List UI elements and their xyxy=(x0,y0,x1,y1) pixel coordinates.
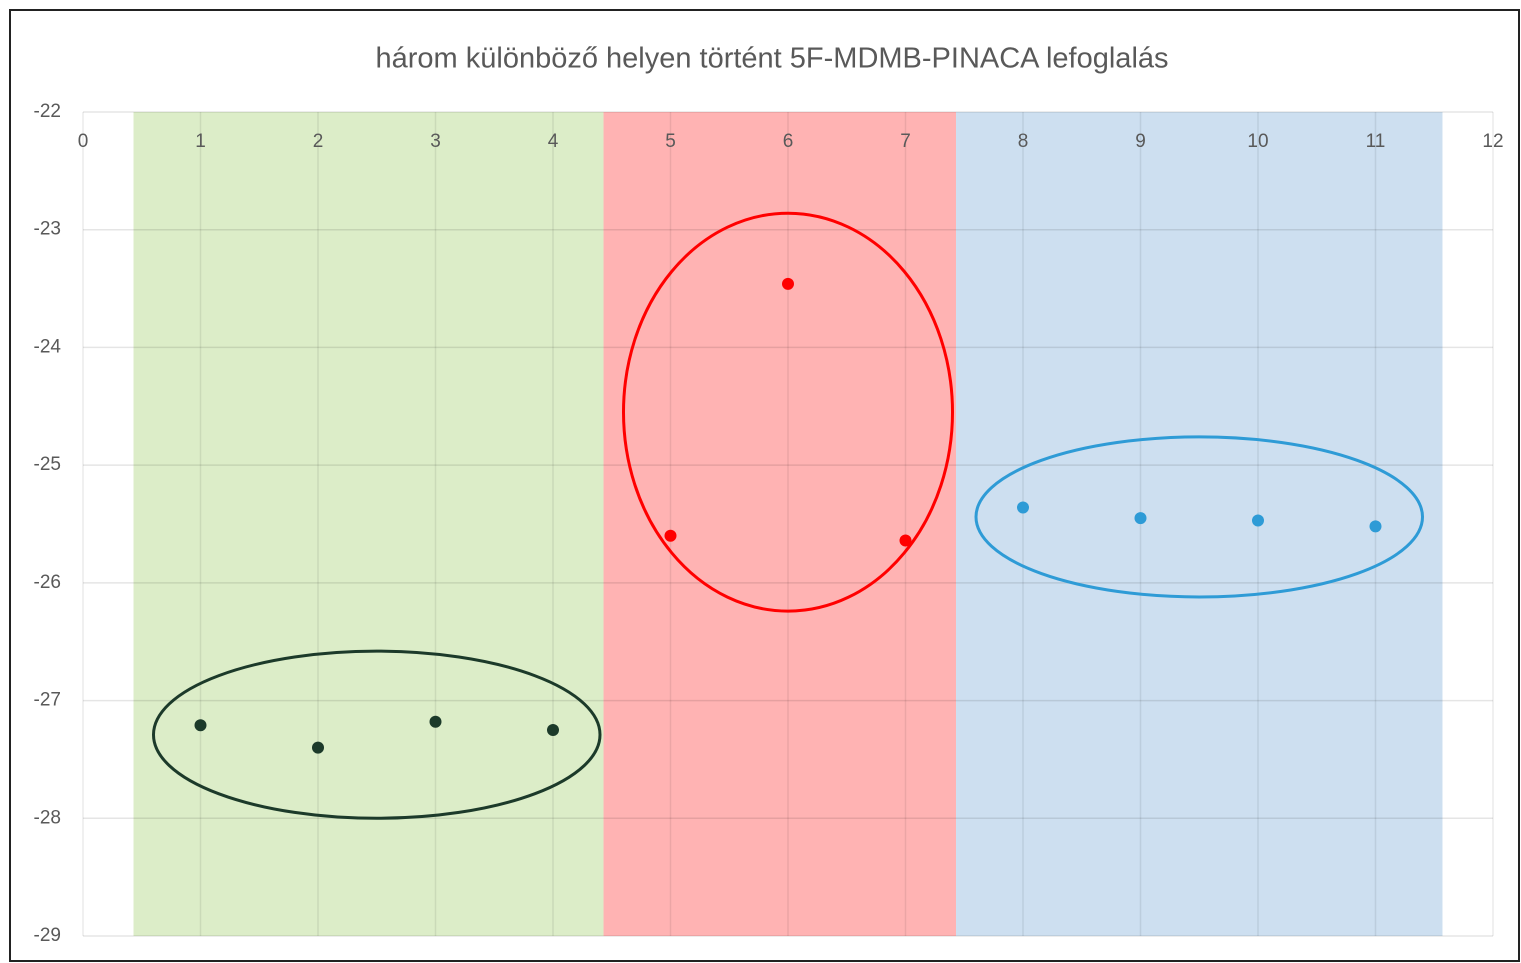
x-tick-label: 3 xyxy=(430,131,441,152)
y-tick-label: -25 xyxy=(34,454,61,475)
x-tick-label: 11 xyxy=(1366,131,1386,152)
group-outline xyxy=(622,211,954,613)
x-tick-label: 8 xyxy=(1018,131,1029,152)
data-point xyxy=(312,741,324,754)
y-tick-label: -27 xyxy=(34,690,61,711)
data-point xyxy=(1017,501,1029,514)
group-band xyxy=(603,112,957,936)
group-outline xyxy=(974,435,1424,599)
data-point xyxy=(1369,520,1382,533)
group-outline xyxy=(152,649,602,820)
x-tick-label: 2 xyxy=(313,131,324,152)
data-point xyxy=(1252,514,1264,527)
x-tick-label: 7 xyxy=(900,131,911,152)
x-tick-label: 6 xyxy=(783,131,794,152)
group-band xyxy=(956,112,1443,936)
x-tick-label: 1 xyxy=(195,131,206,152)
x-tick-label: 5 xyxy=(665,131,676,152)
x-tick-label: 9 xyxy=(1135,131,1146,152)
chart-title: három különböző helyen történt 5F-MDMB-P… xyxy=(375,43,1168,75)
data-point xyxy=(547,724,559,736)
data-point xyxy=(899,534,912,547)
y-tick-label: -29 xyxy=(34,925,61,946)
x-tick-label: 4 xyxy=(548,131,559,152)
data-point xyxy=(782,277,794,290)
y-tick-label: -22 xyxy=(34,101,61,122)
data-point xyxy=(429,715,442,728)
data-point xyxy=(194,719,207,732)
data-point xyxy=(1134,512,1147,525)
y-tick-label: -24 xyxy=(34,336,62,357)
x-tick-label: 12 xyxy=(1482,131,1503,152)
group-band xyxy=(133,112,604,936)
data-point xyxy=(664,529,677,542)
x-tick-label: 10 xyxy=(1247,131,1268,152)
y-tick-label: -28 xyxy=(34,807,61,828)
y-tick-label: -23 xyxy=(34,219,61,240)
x-tick-label: 0 xyxy=(78,131,89,152)
y-tick-label: -26 xyxy=(34,572,61,593)
